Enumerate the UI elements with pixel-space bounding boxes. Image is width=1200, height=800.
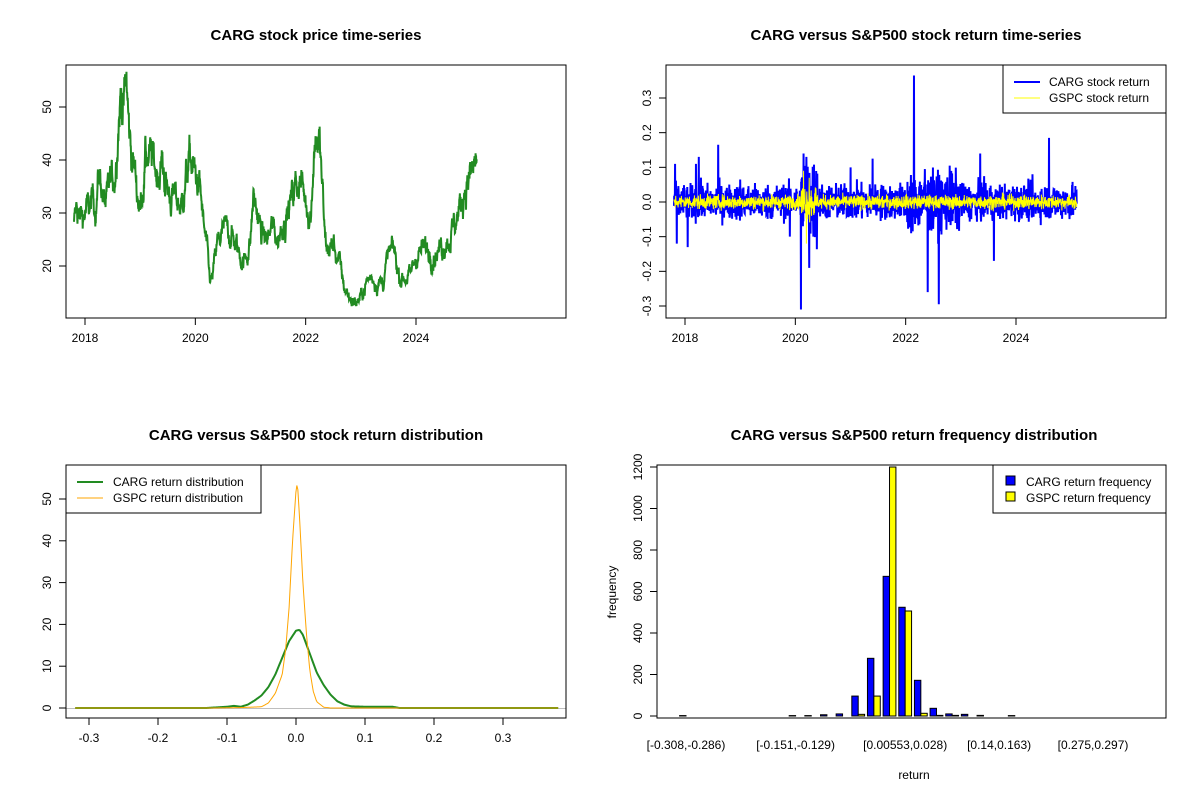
y-tick-label: 30 xyxy=(40,206,54,220)
carg-bar xyxy=(898,606,906,717)
x-tick-label: 2018 xyxy=(672,331,699,345)
carg-bar xyxy=(976,714,984,717)
x-tick-label: 2020 xyxy=(782,331,809,345)
y-tick-label: 20 xyxy=(40,617,54,631)
plot-frame xyxy=(65,464,567,719)
carg-bar xyxy=(851,695,859,717)
gspc-density-line xyxy=(75,485,559,709)
legend: CARG stock return GSPC stock return xyxy=(1002,64,1167,114)
y-tick-label: 0.0 xyxy=(640,193,654,210)
x-tick-label: [0.00553,0.028) xyxy=(863,738,947,752)
x-tick-label: 2020 xyxy=(182,331,209,345)
gspc-bar xyxy=(920,712,928,717)
x-tick-label: 2024 xyxy=(1003,331,1030,345)
carg-density-line xyxy=(75,628,559,709)
y-tick-label: -0.1 xyxy=(640,226,654,247)
legend-swatch-carg xyxy=(1005,475,1016,486)
return-timeseries-chart: CARG versus S&P500 stock return time-ser… xyxy=(640,27,1167,345)
legend-swatch-gspc xyxy=(1005,491,1016,502)
chart-title: CARG versus S&P500 return frequency dist… xyxy=(731,427,1098,444)
carg-bar xyxy=(866,657,875,717)
y-tick-label: -0.3 xyxy=(640,295,654,316)
legend-label-gspc: GSPC return distribution xyxy=(113,491,243,505)
x-tick-label: 2018 xyxy=(72,331,99,345)
plot-frame xyxy=(665,64,1167,319)
y-tick-label: 400 xyxy=(631,623,645,643)
x-tick-label: 0.3 xyxy=(495,731,512,745)
legend-label-carg: CARG return frequency xyxy=(1026,475,1151,489)
legend: CARG return frequency GSPC return freque… xyxy=(992,464,1167,514)
return-density-chart: CARG versus S&P500 stock return distribu… xyxy=(40,427,567,745)
x-tick-label: 0.2 xyxy=(426,731,443,745)
x-tick-label: [-0.151,-0.129) xyxy=(756,738,835,752)
chart-title: CARG versus S&P500 stock return distribu… xyxy=(149,427,483,444)
y-axis-label: frequency xyxy=(605,566,619,619)
y-tick-label: 0 xyxy=(40,704,54,711)
legend-label-carg: CARG return distribution xyxy=(113,475,244,489)
carg-bar xyxy=(882,575,891,717)
y-tick-label: 1200 xyxy=(631,453,645,480)
x-axis-label: return xyxy=(898,768,929,782)
x-tick-label: 2024 xyxy=(403,331,430,345)
y-tick-label: -0.2 xyxy=(640,261,654,282)
y-tick-label: 0 xyxy=(631,712,645,719)
y-tick-label: 800 xyxy=(631,540,645,560)
x-tick-label: [0.275,0.297) xyxy=(1058,738,1129,752)
y-tick-label: 30 xyxy=(40,576,54,590)
y-tick-label: 50 xyxy=(40,492,54,506)
gspc-bar xyxy=(935,714,944,717)
return-histogram-chart: CARG versus S&P500 return frequency dist… xyxy=(605,427,1167,782)
carg-bar xyxy=(913,679,922,717)
y-tick-label: 600 xyxy=(631,581,645,601)
plot-frame xyxy=(65,64,567,319)
chart-title: CARG stock price time-series xyxy=(211,27,422,44)
legend-label-carg: CARG stock return xyxy=(1049,75,1150,89)
y-tick-label: 20 xyxy=(40,259,54,273)
legend: CARG return distribution GSPC return dis… xyxy=(65,464,262,514)
gspc-bar xyxy=(889,466,897,717)
carg-bar xyxy=(960,713,969,717)
y-tick-label: 0.1 xyxy=(640,159,654,176)
legend-box xyxy=(65,464,262,514)
gspc-bar xyxy=(873,695,881,717)
carg-bar xyxy=(945,713,953,717)
x-tick-label: -0.3 xyxy=(79,731,100,745)
carg-bar xyxy=(835,713,844,717)
y-tick-label: 200 xyxy=(631,664,645,684)
gspc-bar xyxy=(904,610,913,717)
x-tick-label: -0.2 xyxy=(148,731,169,745)
gspc-return-line xyxy=(673,170,1078,244)
x-tick-label: 0.1 xyxy=(357,731,374,745)
y-tick-label: 0.3 xyxy=(640,89,654,106)
y-tick-label: 0.2 xyxy=(640,124,654,141)
legend-box xyxy=(992,464,1167,514)
legend-box xyxy=(1002,64,1167,114)
y-tick-label: 50 xyxy=(40,100,54,114)
x-tick-label: 2022 xyxy=(892,331,919,345)
price-chart: CARG stock price time-series 2018 2020 202… xyxy=(40,27,567,345)
price-line xyxy=(72,71,478,307)
x-tick-label: [0.14,0.163) xyxy=(967,738,1031,752)
y-tick-label: 40 xyxy=(40,534,54,548)
legend-label-gspc: GSPC return frequency xyxy=(1026,491,1151,505)
y-tick-label: 10 xyxy=(40,659,54,673)
x-tick-label: -0.1 xyxy=(217,731,238,745)
x-tick-label: 0.0 xyxy=(288,731,305,745)
x-tick-label: 2022 xyxy=(292,331,319,345)
gspc-bar xyxy=(951,714,960,717)
legend-label-gspc: GSPC stock return xyxy=(1049,91,1149,105)
chart-title: CARG versus S&P500 stock return time-ser… xyxy=(751,27,1082,44)
carg-bar xyxy=(820,714,828,717)
gspc-bar xyxy=(857,713,866,717)
y-tick-label: 40 xyxy=(40,153,54,167)
x-tick-label: [-0.308,-0.286) xyxy=(647,738,726,752)
carg-bar xyxy=(929,707,937,717)
y-tick-label: 1000 xyxy=(631,495,645,522)
